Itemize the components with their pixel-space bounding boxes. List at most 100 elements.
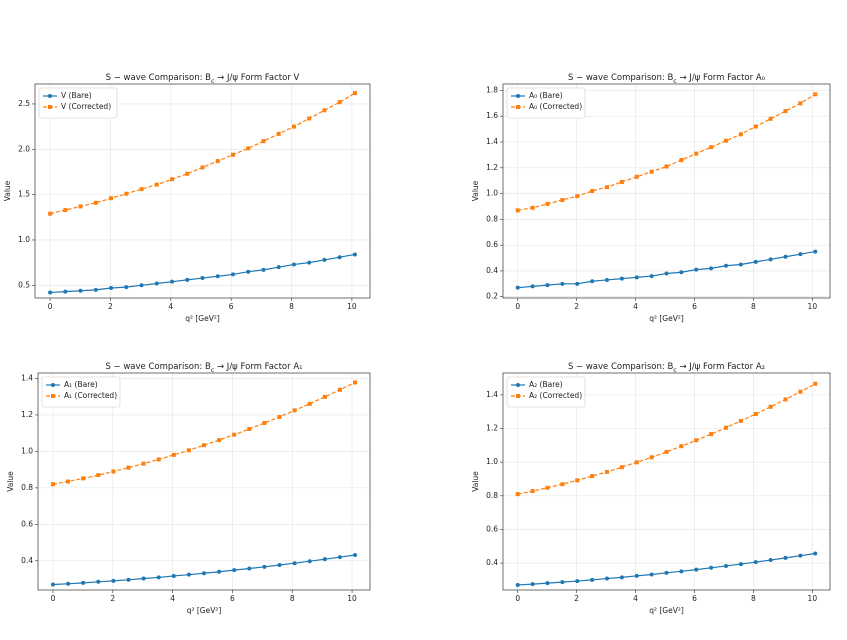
data-point — [619, 276, 624, 281]
data-point — [261, 139, 266, 144]
legend-marker — [51, 394, 55, 398]
y-tick-label: 1.4 — [486, 137, 498, 146]
data-point — [604, 576, 609, 581]
data-point — [679, 158, 684, 163]
y-tick-label: 1.4 — [486, 390, 498, 399]
data-point — [337, 555, 342, 560]
y-axis-label: Value — [3, 180, 12, 201]
subplot: 0.2 0.4 0.6 0.8 1.0 1.2 1.4 1.6 1.8 0 2 4 6 8 10 S − wa… — [471, 73, 831, 323]
legend-label: A₂ (Corrected) — [529, 391, 582, 400]
data-point — [202, 443, 206, 448]
data-point — [724, 138, 729, 143]
data-point — [649, 572, 654, 577]
x-tick-label: 10 — [808, 594, 818, 603]
x-tick-label: 2 — [574, 302, 579, 311]
x-tick-label: 8 — [290, 594, 295, 603]
chart-title: S − wave Comparison: Bc → J/ψ Form Facto… — [568, 362, 765, 375]
y-tick-label: 0.8 — [486, 491, 498, 500]
data-point — [217, 438, 222, 443]
y-axis-label: Value — [6, 471, 15, 492]
data-point — [232, 568, 237, 573]
y-tick-label: 1.0 — [18, 235, 30, 244]
y-tick-label: 0.5 — [18, 280, 30, 289]
data-point — [590, 577, 595, 582]
data-point — [215, 274, 220, 279]
data-point — [604, 277, 609, 282]
data-point — [560, 198, 565, 203]
data-point — [664, 271, 669, 276]
x-axis-label: q² [GeV²] — [649, 606, 684, 615]
data-point — [575, 281, 580, 286]
data-point — [246, 146, 251, 151]
data-point — [63, 208, 68, 213]
data-point — [246, 269, 251, 274]
data-point — [515, 492, 520, 497]
data-point — [170, 177, 175, 182]
data-point — [247, 426, 252, 431]
data-point — [590, 189, 595, 193]
legend-marker — [51, 383, 55, 387]
x-axis-label: q² [GeV²] — [649, 314, 684, 323]
data-point — [322, 557, 327, 562]
y-tick-label: 1.0 — [486, 457, 498, 466]
data-point — [545, 283, 550, 288]
legend-box — [506, 87, 586, 119]
data-point — [545, 201, 550, 206]
x-tick-label: 2 — [110, 594, 115, 603]
y-tick-label: 0.8 — [21, 483, 33, 492]
data-point — [753, 259, 758, 264]
x-tick-label: 0 — [515, 302, 520, 311]
y-tick-label: 0.6 — [486, 240, 498, 249]
data-point — [798, 553, 803, 558]
data-point — [322, 108, 327, 113]
y-tick-label: 1.8 — [486, 85, 498, 94]
x-tick-label: 0 — [48, 302, 53, 311]
data-point — [545, 581, 550, 586]
data-point — [753, 412, 758, 417]
data-point — [139, 283, 144, 288]
data-point — [753, 124, 758, 129]
x-tick-label: 4 — [633, 594, 638, 603]
data-point — [262, 420, 267, 425]
plot-frame — [502, 372, 831, 591]
data-point — [200, 276, 205, 281]
subplot: 0.4 0.6 0.8 1.0 1.2 1.4 0 2 4 6 8 10 S − wave Compar… — [6, 362, 371, 615]
series-line — [517, 383, 816, 495]
data-point — [93, 200, 98, 205]
data-point — [66, 581, 71, 586]
data-point — [768, 257, 773, 262]
data-point — [694, 151, 699, 156]
x-tick-label: 4 — [170, 594, 175, 603]
data-point — [307, 260, 312, 265]
data-point — [232, 432, 237, 437]
y-axis-label: Value — [471, 471, 480, 492]
data-point — [50, 582, 55, 587]
plot-frame — [34, 83, 371, 299]
data-point — [783, 555, 788, 560]
subplot: 0.4 0.6 0.8 1.0 1.2 1.4 0 2 4 6 8 10 S − wave Compar… — [471, 362, 831, 615]
data-point — [813, 92, 818, 97]
x-tick-label: 8 — [751, 594, 756, 603]
data-point — [560, 482, 565, 487]
data-point — [93, 287, 98, 292]
data-point — [604, 185, 609, 190]
x-tick-label: 2 — [574, 594, 579, 603]
data-point — [186, 572, 191, 577]
data-point — [139, 187, 144, 192]
data-point — [560, 281, 565, 286]
data-point — [96, 579, 101, 584]
data-point — [738, 562, 743, 567]
data-point — [292, 561, 297, 566]
data-point — [353, 552, 358, 557]
data-point — [694, 267, 699, 272]
data-point — [78, 288, 83, 293]
x-tick-label: 8 — [751, 302, 756, 311]
x-tick-label: 10 — [347, 302, 357, 311]
data-point — [545, 485, 550, 490]
data-point — [530, 582, 535, 587]
legend-marker — [516, 94, 520, 98]
y-axis-label: Value — [471, 180, 480, 201]
data-point — [709, 565, 714, 570]
data-point — [738, 418, 743, 423]
data-point — [307, 116, 312, 121]
